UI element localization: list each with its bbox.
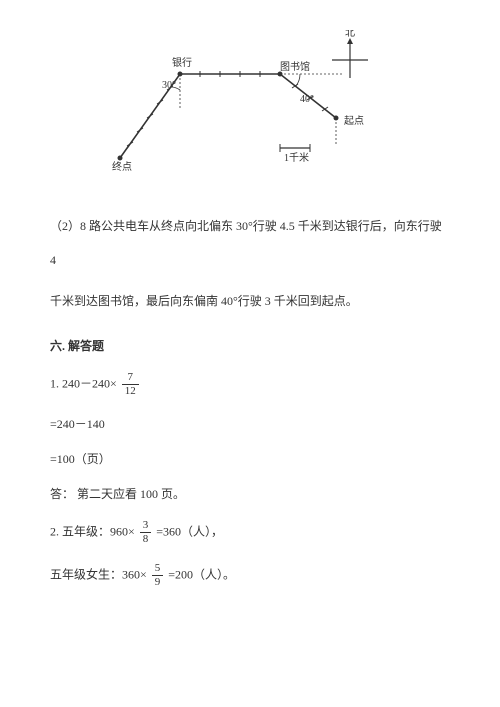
scale-bar	[280, 144, 310, 152]
frac-num: 7	[122, 372, 139, 385]
q1-fraction: 7 12	[122, 372, 139, 397]
route-diagram: 北 银行 图书馆 30° 40° 起点 终点 1	[100, 30, 400, 190]
q1-line1: 1. 240－240× 7 12	[50, 372, 450, 397]
label-scale: 1千米	[284, 151, 309, 164]
q1-line1-text: 1. 240－240×	[50, 376, 117, 390]
q2-fraction-1: 3 8	[140, 520, 152, 545]
q2-line2-text-b: =200（人）。	[168, 567, 235, 581]
label-start: 起点	[344, 115, 364, 127]
label-bank: 银行	[172, 56, 192, 69]
paragraph-2b: 千米到达图书馆，最后向东偏南 40°行驶 3 千米回到起点。	[50, 285, 450, 319]
frac-num: 5	[152, 563, 164, 576]
label-library: 图书馆	[280, 60, 310, 73]
q2-line2: 五年级女生：360× 5 9 =200（人）。	[50, 563, 450, 588]
route-path	[120, 74, 336, 158]
section-6-heading: 六. 解答题	[50, 337, 450, 354]
ticks-bank-end	[127, 86, 173, 146]
paragraph-2a: （2）8 路公共电车从终点向北偏东 30°行驶 4.5 千米到达银行后，向东行驶…	[50, 210, 450, 277]
label-angle-start: 40°	[300, 94, 314, 105]
q2-line1-text-a: 2. 五年级：960×	[50, 524, 135, 538]
frac-den: 12	[122, 385, 139, 397]
q1-answer: 答： 第二天应看 100 页。	[50, 485, 450, 502]
q1-line3: =100（页）	[50, 450, 450, 467]
q2-line1: 2. 五年级：960× 3 8 =360（人），	[50, 520, 450, 545]
q2-line2-text-a: 五年级女生：360×	[50, 567, 147, 581]
north-label: 北	[345, 30, 355, 39]
frac-num: 3	[140, 520, 152, 533]
frac-den: 8	[140, 533, 152, 545]
frac-den: 9	[152, 576, 164, 588]
q2-fraction-2: 5 9	[152, 563, 164, 588]
diagram-svg: 北 银行 图书馆 30° 40° 起点 终点 1	[100, 30, 400, 190]
end-node	[118, 156, 123, 161]
label-angle-bank: 30°	[162, 80, 176, 91]
q1-line2: =240－140	[50, 415, 450, 432]
compass: 北	[332, 30, 368, 78]
label-end: 终点	[112, 160, 132, 173]
q2-line1-text-b: =360（人），	[156, 524, 223, 538]
